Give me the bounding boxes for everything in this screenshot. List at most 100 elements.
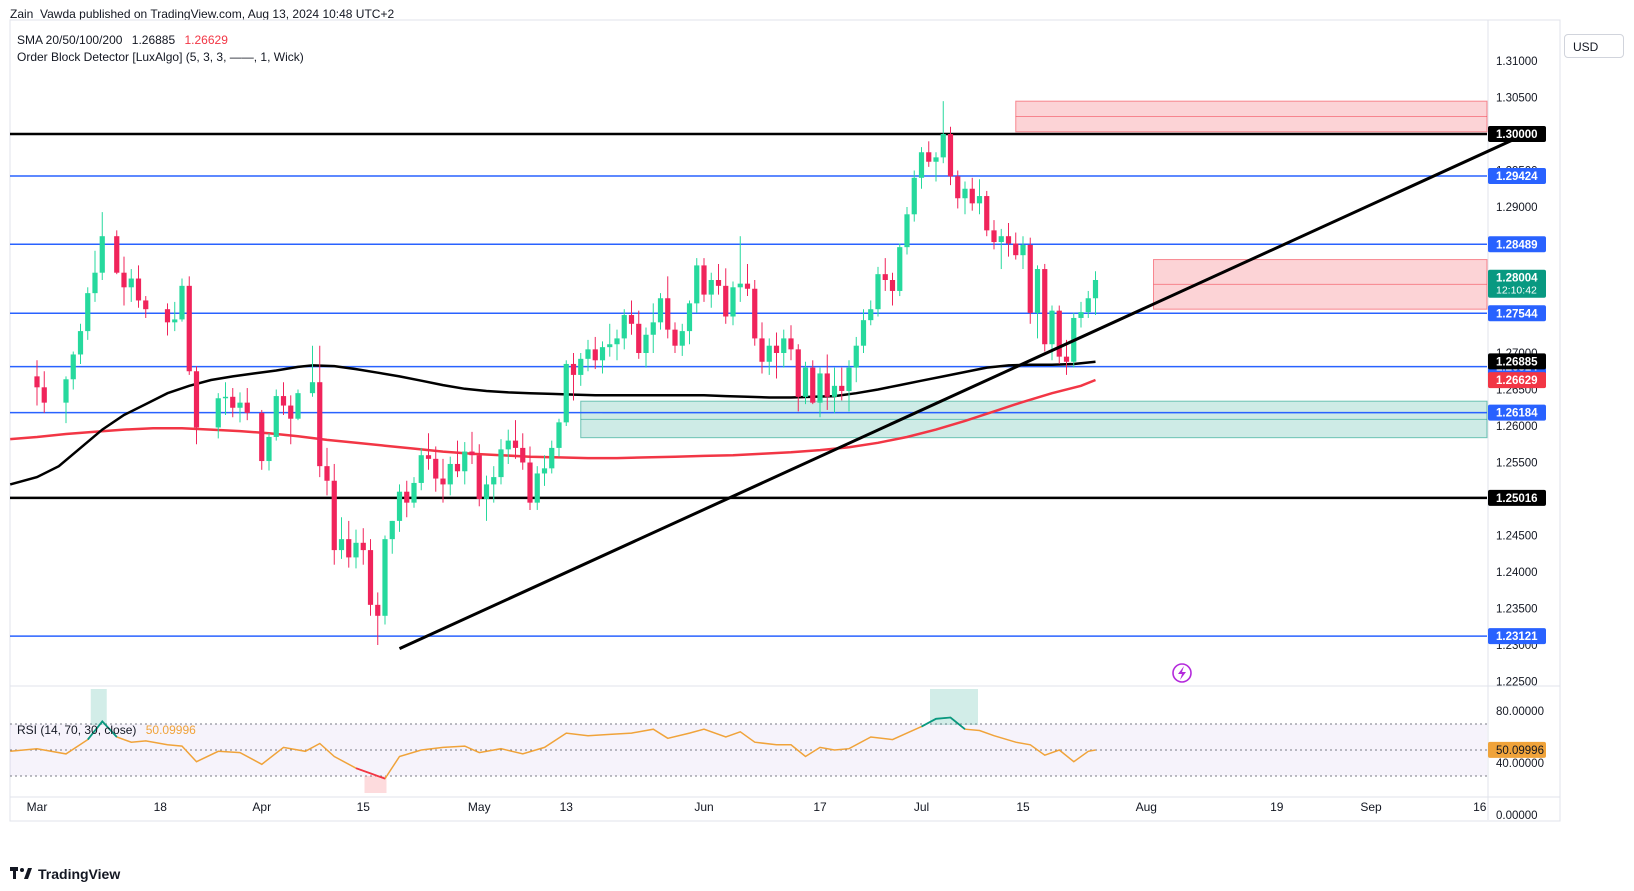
candle: [1005, 223, 1012, 257]
order-block-label: Order Block Detector [LuxAlgo] (5, 3, 3,…: [17, 50, 304, 64]
price-tick-label: 1.24000: [1496, 567, 1538, 579]
candle-body: [259, 412, 265, 462]
candle-body: [846, 367, 852, 391]
candle-body: [1005, 236, 1012, 244]
candle-body: [230, 396, 236, 408]
candle-body: [955, 176, 961, 199]
level-tag-1.30000-bg: [1488, 126, 1546, 142]
candle-body: [715, 280, 722, 286]
candle: [911, 170, 917, 222]
candle-body: [585, 349, 591, 359]
level-tag-1.27544: 1.27544: [1488, 305, 1546, 322]
level-tag-1.28489: 1.28489: [1488, 236, 1546, 253]
candle-body: [897, 247, 903, 291]
candle-body: [657, 298, 664, 323]
candle-body: [70, 354, 76, 380]
candle-body: [222, 396, 229, 399]
candle-body: [440, 478, 446, 485]
candle: [955, 170, 961, 209]
candle-body: [447, 463, 453, 485]
sma-label: SMA 20/50/100/200: [17, 33, 123, 47]
candle: [607, 323, 613, 357]
currency-selector[interactable]: USD: [1564, 34, 1624, 58]
rsi-legend[interactable]: RSI (14, 70, 30, close) 50.09996: [17, 723, 196, 737]
lightning-icon: [1172, 663, 1192, 683]
candle: [657, 293, 664, 330]
candle: [215, 393, 221, 439]
order-block-legend[interactable]: Order Block Detector [LuxAlgo] (5, 3, 3,…: [17, 50, 304, 64]
candle: [933, 152, 939, 182]
lightning-bolt: [1178, 666, 1186, 680]
publish-header: Zain_Vawda published on TradingView.com,…: [10, 7, 395, 21]
candle-body: [114, 236, 120, 273]
trendline: [398, 130, 1532, 651]
candle-body: [520, 447, 526, 463]
candle: [259, 409, 265, 470]
candle: [991, 220, 997, 250]
candle-body: [759, 338, 765, 362]
candle-body: [273, 396, 279, 437]
time-tick-label: 17: [813, 800, 827, 814]
candle-body: [1085, 298, 1091, 313]
candle: [897, 243, 903, 297]
candle-body: [237, 402, 243, 408]
candle-body: [614, 338, 620, 345]
candle-body: [766, 345, 772, 362]
time-tick-label: Mar: [27, 800, 48, 814]
candle-body: [889, 280, 896, 291]
candle-body: [643, 334, 649, 353]
candle: [1027, 237, 1033, 324]
rsi-value-text: 50.09996: [1496, 745, 1544, 757]
candle-body: [737, 283, 743, 288]
candle-body: [1027, 244, 1033, 313]
candle: [672, 322, 678, 353]
sma-tag-1.26885-text: 1.26885: [1496, 356, 1538, 368]
candle: [940, 101, 946, 164]
time-tick-label: Apr: [252, 800, 271, 814]
candle: [244, 388, 250, 421]
time-tick-label: 15: [357, 800, 371, 814]
candle-body: [77, 331, 84, 355]
candle: [636, 310, 642, 359]
candle-body: [186, 285, 192, 372]
candle-body: [860, 320, 867, 346]
candle-body: [498, 449, 504, 478]
rsi-label: RSI (14, 70, 30, close): [17, 723, 137, 737]
candle-body: [280, 396, 287, 406]
candle: [585, 339, 591, 372]
candle-body: [128, 278, 134, 288]
candle: [599, 341, 606, 374]
candle-body: [549, 447, 555, 469]
candle-body: [534, 473, 540, 503]
candle-body: [382, 539, 388, 616]
sma-legend[interactable]: SMA 20/50/100/200 1.26885 1.26629: [17, 33, 228, 47]
candle-body: [998, 236, 1004, 243]
candle: [375, 592, 381, 645]
candle: [309, 345, 316, 397]
candle-body: [425, 455, 432, 459]
candle: [338, 517, 345, 559]
candle-body: [868, 309, 874, 321]
level-tag-1.30000-text: 1.30000: [1496, 129, 1538, 141]
candle: [1085, 290, 1091, 318]
candle-body: [788, 338, 794, 350]
level-tag-1.30000: 1.30000: [1488, 126, 1546, 142]
level-tag-1.26184: 1.26184: [1488, 404, 1546, 421]
candle: [360, 528, 366, 565]
candle: [926, 141, 932, 167]
candle-body: [976, 196, 983, 204]
candle: [628, 300, 635, 335]
candle: [99, 212, 105, 280]
candle-body: [244, 402, 250, 413]
candle: [1056, 305, 1062, 364]
candle-body: [991, 230, 997, 243]
candle: [389, 520, 395, 554]
candle-body: [266, 436, 272, 462]
time-tick-label: Jul: [914, 800, 929, 814]
candle-body: [512, 440, 519, 448]
candle: [121, 256, 127, 306]
candle-body: [215, 398, 221, 428]
candle: [563, 360, 569, 426]
